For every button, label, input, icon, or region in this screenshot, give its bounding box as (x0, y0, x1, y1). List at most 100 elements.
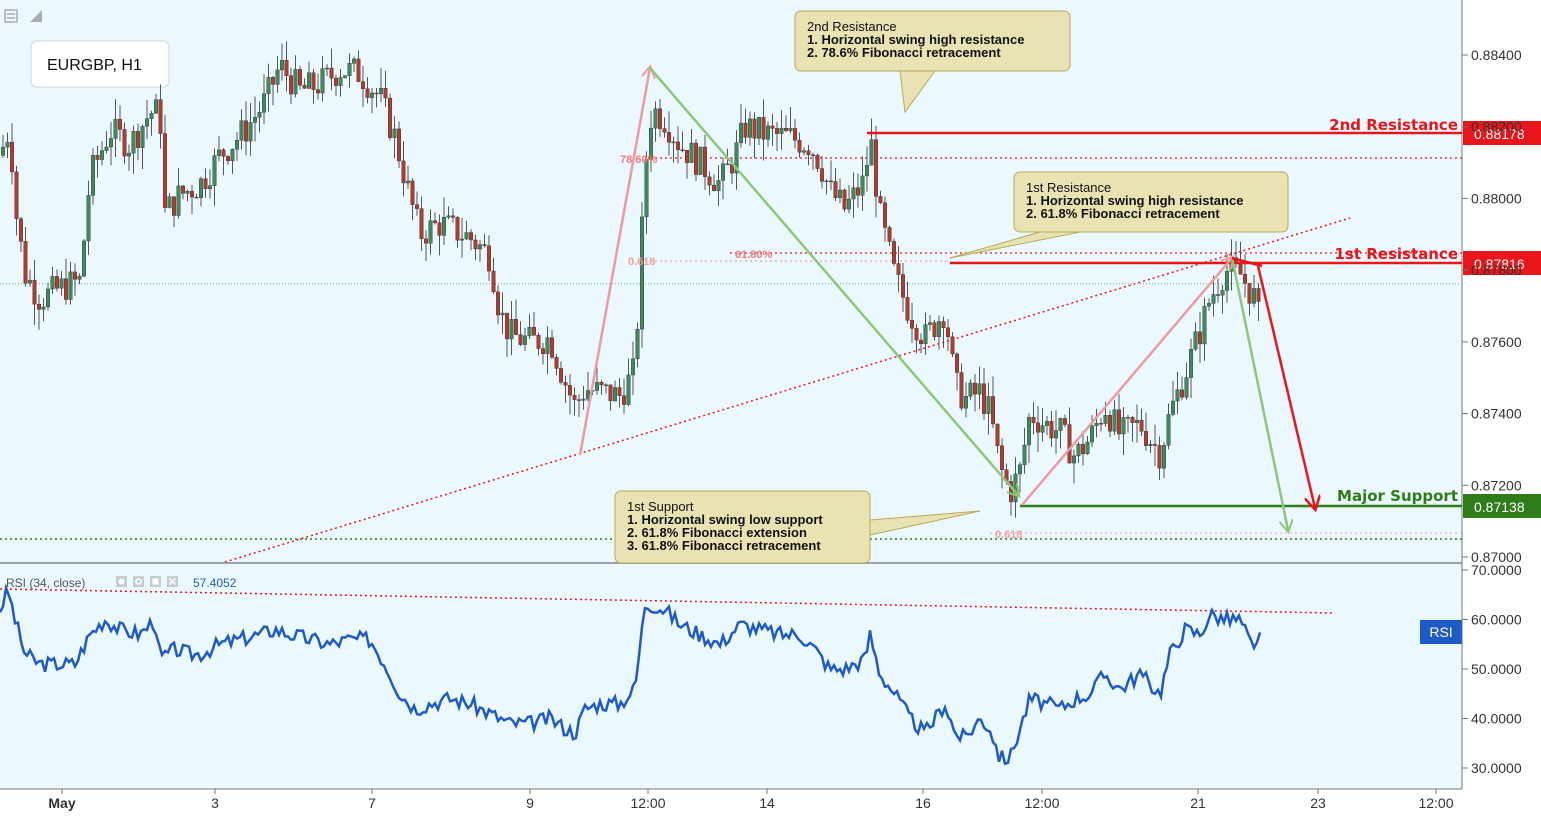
candle-body (446, 215, 451, 218)
candle-body (743, 122, 748, 138)
candle-body (518, 334, 523, 345)
candle-body (1107, 415, 1112, 432)
candle-body (914, 328, 919, 341)
candle-body (536, 335, 541, 349)
candle-body (703, 146, 708, 177)
fib-label: 61.80% (735, 249, 773, 261)
time-tick-label: 23 (1310, 795, 1326, 811)
callout-box (1013, 171, 1289, 233)
candle-body (194, 196, 199, 199)
candle-body (185, 190, 190, 194)
expand-icon[interactable] (30, 10, 42, 22)
candle-body (180, 185, 185, 194)
candle-body (631, 358, 636, 376)
candle-body (198, 178, 203, 198)
level-price-badge (1463, 251, 1541, 275)
candle-body (757, 117, 762, 139)
candle-body (1018, 464, 1023, 475)
time-tick-label: 12:00 (1024, 795, 1059, 811)
candle-body (1193, 331, 1198, 350)
candle-body (928, 322, 933, 325)
candle-body (532, 326, 537, 336)
candle-body (923, 324, 928, 345)
candle-body (892, 241, 897, 264)
level-price-badge (1463, 494, 1541, 518)
candle-body (1121, 417, 1126, 435)
candle-body (1206, 303, 1211, 307)
candle-body (491, 270, 496, 293)
time-axis-bg[interactable] (0, 789, 1541, 819)
candle-body (5, 141, 10, 148)
candle-body (581, 398, 586, 401)
gear-icon[interactable] (133, 576, 144, 587)
candle-body (802, 150, 807, 153)
candle-body (725, 163, 730, 166)
rsi-tick-label: 40.0000 (1471, 711, 1522, 727)
callout-line: 1. Horizontal swing high resistance (1026, 193, 1243, 208)
candle-body (23, 241, 28, 284)
candle-body (68, 271, 73, 300)
callout-line: 3. 61.8% Fibonacci retracement (627, 538, 821, 553)
candle-body (712, 184, 717, 191)
candle-body (243, 120, 248, 142)
price-tick-label: 0.88000 (1471, 190, 1522, 206)
candle-body (1116, 409, 1121, 435)
candle-body (617, 387, 622, 396)
candle-body (496, 291, 501, 316)
candle-body (851, 187, 856, 200)
rsi-line (0, 583, 1262, 766)
candle-body (316, 89, 321, 94)
candle-body (545, 337, 550, 355)
candle-body (451, 215, 456, 218)
candle-body (203, 178, 208, 190)
candle-body (797, 140, 802, 153)
candle-body (568, 385, 573, 396)
candle-body (1026, 416, 1031, 446)
candle-body (487, 245, 492, 272)
candle-body (1031, 416, 1036, 423)
candle-body (1179, 389, 1184, 398)
candle-body (604, 384, 609, 387)
candle-body (973, 382, 978, 395)
candle-body (1053, 430, 1058, 439)
candle-body (662, 128, 667, 133)
candle-body (919, 339, 924, 345)
candle-body (1139, 419, 1144, 432)
candle-body (887, 227, 892, 242)
candle-body (896, 263, 901, 275)
callout-box (794, 10, 1071, 72)
square-icon[interactable] (150, 576, 161, 587)
candle-body (1224, 271, 1229, 291)
price-tick-label: 0.87200 (1471, 477, 1522, 493)
rsi-panel-bg[interactable] (0, 564, 1462, 789)
candle-body (1152, 444, 1157, 446)
candle-body (1188, 349, 1193, 378)
candle-body (1076, 443, 1081, 457)
candle-body (946, 327, 951, 338)
callout-line: 2. 61.8% Fibonacci extension (627, 525, 807, 540)
candle-body (658, 108, 663, 129)
collapse-icon[interactable] (4, 9, 18, 23)
candle-body (698, 146, 703, 175)
candle-body (320, 68, 325, 94)
rsi-tick-label: 70.0000 (1471, 562, 1522, 578)
candle-body (464, 232, 469, 240)
rsi-tick-label: 50.0000 (1471, 661, 1522, 677)
close-icon[interactable] (167, 576, 178, 587)
time-tick-label: 16 (915, 795, 931, 811)
candle-body (1238, 262, 1243, 275)
candle-body (1125, 417, 1130, 419)
candle-body (225, 156, 230, 162)
candle-body (865, 164, 870, 177)
settings-icon[interactable] (116, 576, 127, 587)
time-axis: May 3 7 9 12:00 14 16 12:00 21 23 12:00 (48, 789, 1454, 811)
rising-trendline (224, 217, 1351, 563)
candle-body (1197, 331, 1202, 345)
price-panel-bg[interactable] (0, 0, 1462, 562)
candle-body (991, 396, 996, 425)
fib-label: 0.618 (995, 529, 1023, 541)
candle-body (428, 220, 433, 244)
callout-box (614, 490, 871, 564)
candle-body (563, 382, 568, 386)
